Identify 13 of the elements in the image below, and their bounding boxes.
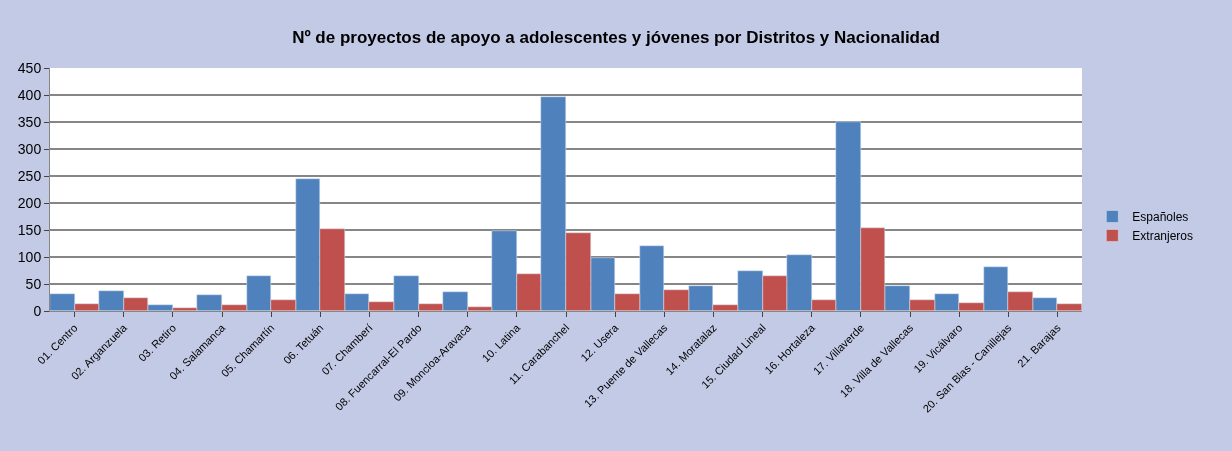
chart-title: Nº de proyectos de apoyo a adolescentes y jóvenes por Distritos y Nacionalidad xyxy=(292,28,940,48)
y-tick-label: 400 xyxy=(17,86,42,103)
y-tick-label: 250 xyxy=(17,167,42,184)
y-tick-label: 450 xyxy=(17,59,42,76)
y-tick-label: 50 xyxy=(25,275,42,292)
y-tick-label: 350 xyxy=(17,113,42,130)
legend-label: Extranjeros xyxy=(1132,229,1194,244)
y-tick-label: 100 xyxy=(17,248,42,265)
y-tick-label: 150 xyxy=(17,221,42,238)
y-tick-label: 200 xyxy=(17,194,42,211)
legend-label: Españoles xyxy=(1132,210,1189,225)
y-tick-label: 300 xyxy=(17,140,42,157)
y-tick-label: 0 xyxy=(33,302,42,319)
